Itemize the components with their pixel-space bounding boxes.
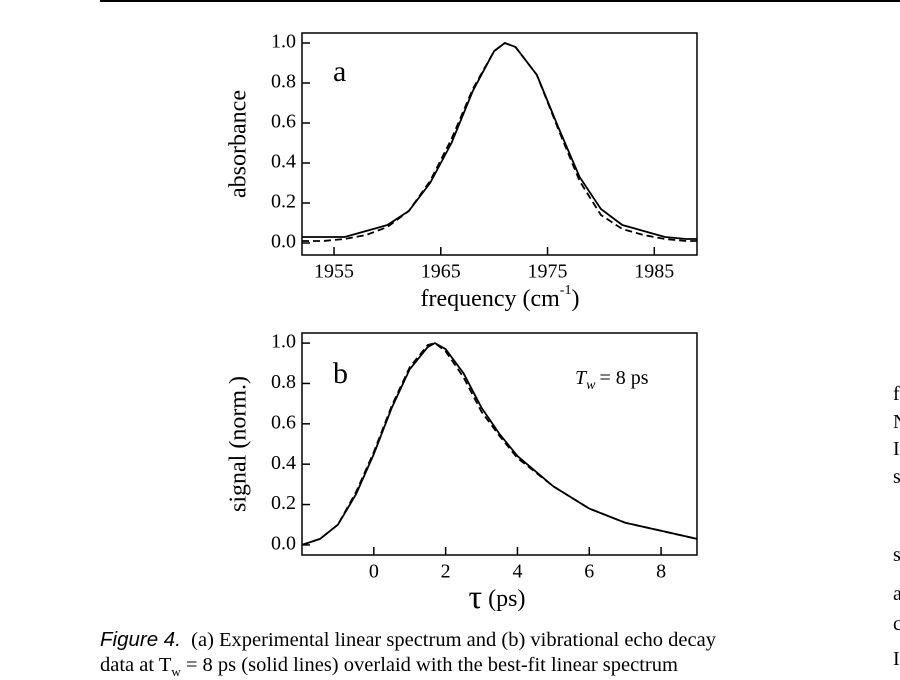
caption-text: = 8 ps (solid lines) overlaid with the b… [180, 654, 678, 676]
y-tick-label: 0.8 [271, 71, 296, 93]
data-line [301, 342, 698, 546]
y-tick-label: 0.6 [271, 411, 296, 433]
x-tick-label: 4 [512, 561, 522, 583]
x-tick-label: 1975 [528, 261, 568, 283]
panel-letter: b [333, 357, 348, 390]
plot-frame [301, 332, 698, 556]
caption-line: Figure 4. (a) Experimental linear spectr… [100, 628, 716, 652]
annotation-text: T [575, 367, 588, 389]
caption-line: data at Tw = 8 ps (solid lines) overlaid… [100, 654, 678, 680]
y-tick-label: 0.2 [271, 492, 296, 514]
x-label-end: ) [571, 286, 579, 312]
margin-text: c [893, 613, 900, 635]
y-tick-label: 0.4 [271, 151, 296, 173]
x-tick-label: 1965 [421, 261, 461, 283]
y-tick-label: 0.8 [271, 371, 296, 393]
x-label-end: (ps) [488, 586, 525, 612]
x-tick-label: 2 [441, 561, 451, 583]
y-tick-label: 1.0 [271, 331, 296, 353]
panel-letter: a [333, 55, 346, 88]
x-label-text: frequency (cm [421, 286, 561, 312]
y-tick-label: 1.0 [271, 31, 296, 53]
annotation: Tw = 8 ps [575, 367, 649, 394]
x-label-symbol: τ [469, 579, 483, 616]
y-axis-label: signal (norm.) [226, 376, 252, 512]
y-tick-label: 0.0 [271, 533, 296, 555]
y-tick-label: 0.4 [271, 452, 296, 474]
data-line [301, 342, 698, 546]
margin-text: s [893, 466, 900, 488]
x-tick-label: 8 [656, 561, 666, 583]
x-axis-label: frequency (cm-1) [421, 283, 580, 311]
x-tick-label: 0 [369, 561, 379, 583]
x-tick-label: 1955 [314, 261, 354, 283]
x-tick-label: 6 [584, 561, 594, 583]
x-tick-label: 1985 [634, 261, 674, 283]
annotation-end: = 8 ps [599, 367, 648, 389]
data-line [302, 41, 697, 242]
plot-frame [301, 32, 698, 256]
caption-label: Figure 4. [100, 628, 181, 651]
caption-text: data at T [100, 654, 172, 676]
y-tick-label: 0.2 [271, 191, 296, 213]
margin-text: I [893, 648, 900, 670]
caption-text: (a) Experimental linear spectrum and (b)… [191, 629, 716, 651]
margin-text: a [893, 583, 900, 605]
data-line [302, 41, 697, 240]
x-axis-label: τ (ps) [469, 579, 526, 616]
y-tick-label: 0.6 [271, 111, 296, 133]
y-axis-label: absorbance [226, 90, 252, 198]
margin-text: s [893, 544, 900, 566]
margin-text: N [893, 411, 900, 434]
x-label-sup: -1 [560, 283, 572, 298]
margin-text: I [893, 438, 900, 460]
margin-text: f [893, 383, 900, 405]
y-tick-label: 0.0 [271, 231, 296, 253]
annotation-sub: w [586, 378, 596, 393]
caption-sub: w [171, 664, 181, 680]
